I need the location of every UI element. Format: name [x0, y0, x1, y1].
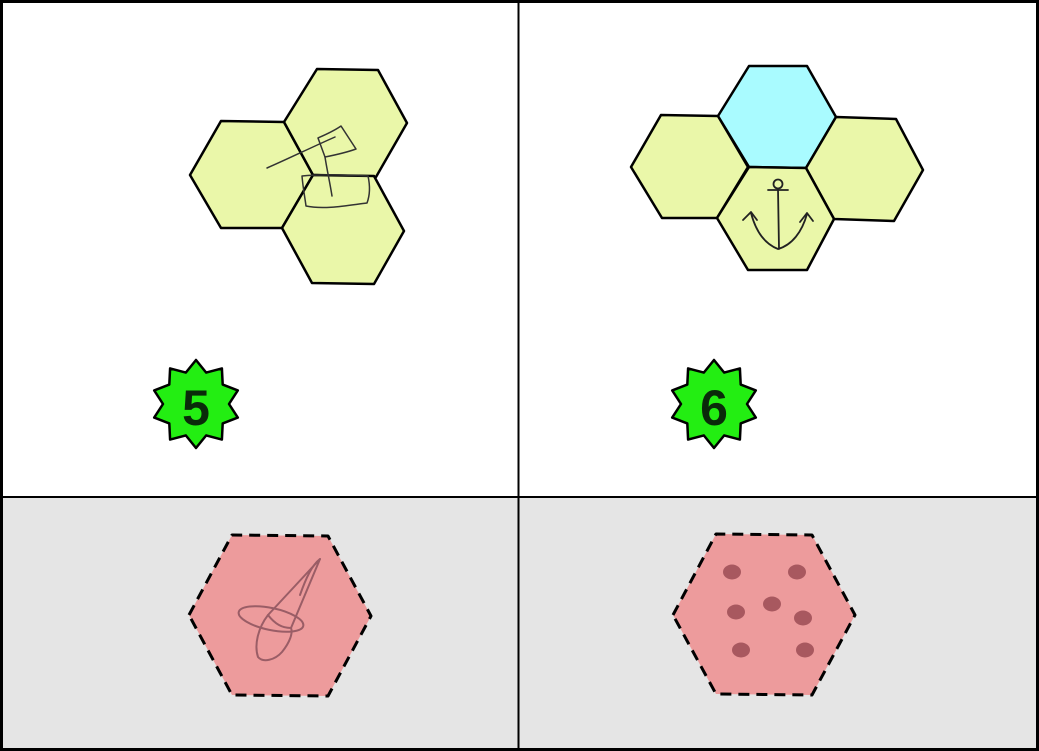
star-badge-shape: [670, 358, 758, 450]
answer-tile: [671, 532, 857, 697]
dots-icon: [723, 564, 814, 658]
level-badge: 6: [670, 358, 758, 450]
flag-icon: [266, 125, 371, 209]
answer-tile: [187, 533, 373, 698]
hex-tile-yellow: [715, 165, 836, 272]
left-hex-cluster: [188, 67, 409, 286]
badge-number: 6: [700, 380, 728, 436]
level-badge: 5: [152, 358, 240, 450]
star-badge-shape: [152, 358, 240, 450]
hex-tile-pink: [187, 533, 373, 698]
badge-number: 5: [182, 380, 210, 436]
right-hex-cluster: [629, 64, 925, 272]
witch-hat-icon: [237, 558, 321, 662]
anchor-icon: [742, 178, 814, 250]
